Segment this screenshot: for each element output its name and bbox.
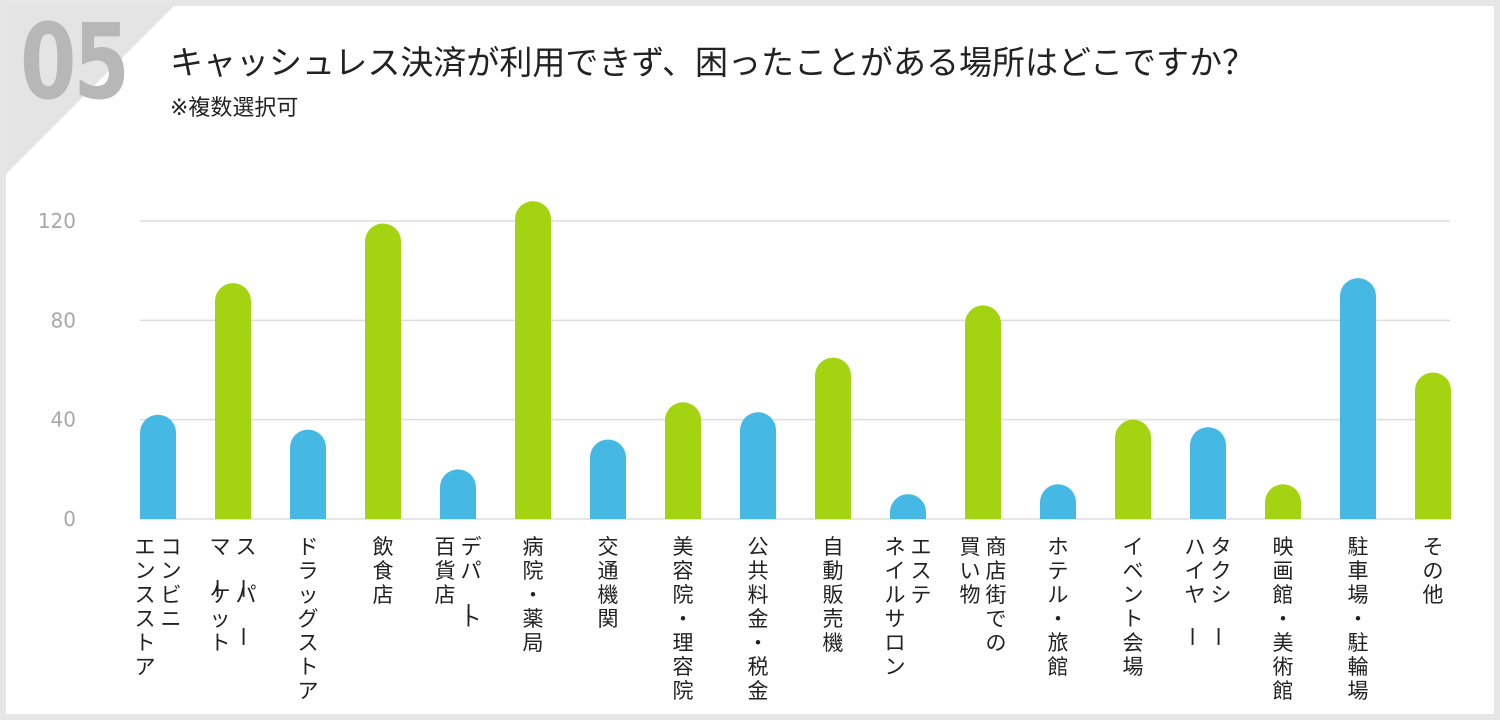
x-category-label: 病院・薬局 xyxy=(523,535,544,655)
corner-triangle xyxy=(6,6,174,174)
x-category-label: その他 xyxy=(1423,535,1444,607)
x-category-label: ドラッグストア xyxy=(298,535,319,703)
x-category-label: マーケット xyxy=(205,535,231,655)
bar xyxy=(590,439,626,519)
bar xyxy=(815,357,851,519)
x-category-label: イベント会場 xyxy=(1123,535,1144,679)
bar xyxy=(1415,372,1451,519)
y-tick-label: 40 xyxy=(51,408,76,432)
x-category-label: 飲食店 xyxy=(373,535,394,607)
x-category-label: 駐車場・駐輪場 xyxy=(1348,535,1369,703)
bar xyxy=(440,469,476,519)
x-category-label: デパート xyxy=(456,535,482,631)
bar xyxy=(1190,427,1226,519)
bar xyxy=(1340,278,1376,519)
bar xyxy=(890,494,926,519)
x-category-label: ホテル・旅館 xyxy=(1048,535,1069,679)
x-category-label: エステ xyxy=(911,535,932,607)
bar xyxy=(665,402,701,519)
survey-card: 05 キャッシュレス決済が利用できず、困ったことがある場所はどこですか？ ※複数… xyxy=(6,6,1494,714)
bar xyxy=(1265,484,1301,519)
y-tick-label: 0 xyxy=(63,507,76,531)
bar xyxy=(965,305,1001,519)
x-category-label: コンビニ xyxy=(161,535,182,631)
x-category-label: エンスストア xyxy=(135,535,156,679)
bar xyxy=(740,412,776,519)
x-category-label: ハイヤー xyxy=(1180,535,1206,647)
x-category-label: 買い物 xyxy=(960,535,981,607)
x-category-label: 映画館・美術館 xyxy=(1273,535,1294,703)
bar xyxy=(140,414,176,519)
bar xyxy=(1040,484,1076,519)
x-category-label: スーパー xyxy=(231,535,257,647)
question-title: キャッシュレス決済が利用できず、困ったことがある場所はどこですか？ xyxy=(170,43,1256,82)
x-category-label: タクシー xyxy=(1206,535,1232,647)
bar xyxy=(365,223,401,519)
question-number: 05 xyxy=(20,6,130,123)
bar xyxy=(290,429,326,519)
bar xyxy=(215,283,251,519)
x-category-label: 美容院・理容院 xyxy=(673,535,694,703)
question-subtitle: ※複数選択可 xyxy=(170,96,299,121)
y-tick-label: 80 xyxy=(51,308,76,332)
bar xyxy=(515,201,551,519)
x-category-label: 自動販売機 xyxy=(823,535,844,655)
x-category-label: 公共料金・税金 xyxy=(748,535,769,703)
bar xyxy=(1115,419,1151,519)
x-category-label: 百貨店 xyxy=(435,535,456,607)
x-category-label: 商店街での xyxy=(986,535,1007,655)
y-tick-label: 120 xyxy=(38,209,76,233)
x-category-label: ネイルサロン xyxy=(885,535,906,679)
x-category-label: 交通機関 xyxy=(598,535,619,631)
